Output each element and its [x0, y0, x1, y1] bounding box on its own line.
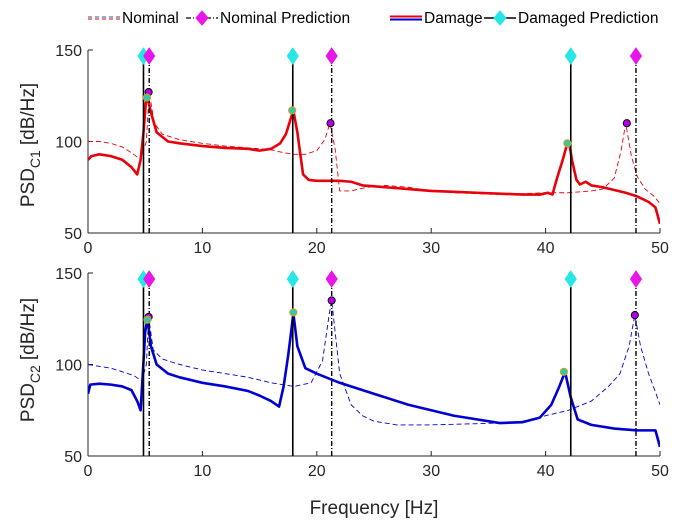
top-plot-area	[88, 91, 660, 225]
top-panel: 0 10 20 30 40 50 50 100 150	[55, 43, 669, 257]
top-damaged-prediction-marker-1	[286, 47, 299, 65]
top-nominal-prediction-marker-0	[143, 47, 156, 65]
legend: Nominal Nominal Prediction Damage Damage…	[88, 10, 658, 27]
legend-entry-nominal-prediction: Nominal Prediction	[186, 10, 350, 27]
bottom-xtick-label-50: 50	[651, 463, 669, 480]
svg-text:PSDC1[dB/Hz]: PSDC1 [dB/Hz]	[18, 83, 43, 207]
bottom-xtick-label-30: 30	[422, 463, 440, 480]
bottom-ytick-label-50: 50	[64, 449, 82, 466]
svg-text:PSDC2[dB/Hz]: PSDC2 [dB/Hz]	[18, 298, 43, 422]
top-xtick-label-40: 40	[537, 240, 555, 257]
top-xtick-label-30: 30	[422, 240, 440, 257]
top-nominal-prediction-marker-2	[629, 47, 643, 65]
top-damage-peak-2	[563, 139, 572, 148]
top-xtick-label-0: 0	[84, 240, 93, 257]
top-ytick-label-50: 50	[64, 226, 82, 243]
bottom-ylabel-main: PSD	[18, 383, 39, 422]
top-xtick-label-10: 10	[194, 240, 212, 257]
legend-marker-diamond-cyan	[493, 10, 507, 26]
xlabel: Frequency [Hz]	[310, 498, 439, 519]
bottom-damage-peak-2	[559, 367, 569, 376]
bottom-nominal-prediction-marker-0	[143, 270, 156, 288]
bottom-ytick-label-100: 100	[55, 358, 82, 375]
top-series-nominal	[88, 91, 660, 204]
bottom-damage-peak-0	[143, 315, 152, 324]
bottom-ylabel-sub: C2	[27, 365, 43, 383]
top-ylabel-unit: [dB/Hz]	[18, 83, 39, 145]
legend-entry-damage: Damage	[390, 10, 483, 27]
bottom-ylabel-unit: [dB/Hz]	[18, 298, 39, 360]
legend-label-damage: Damage	[424, 10, 483, 27]
bottom-ylabel: PSDC2 [dB/Hz]	[18, 298, 43, 422]
top-nominal-peak-1	[326, 119, 335, 128]
top-damage-peak-1	[288, 106, 297, 115]
bottom-plot-area	[88, 300, 660, 448]
bottom-nominal-peak-2	[630, 311, 639, 320]
bottom-panel: 0 10 20 30 40 50 50 100 150	[55, 266, 669, 480]
bottom-xtick-label-20: 20	[308, 463, 326, 480]
legend-label-nominal-prediction: Nominal Prediction	[220, 10, 350, 27]
bottom-damage-peak-1	[289, 308, 298, 317]
top-ylabel-main: PSD	[18, 168, 39, 207]
top-damage-peak-0	[142, 93, 152, 102]
bottom-series-nominal	[88, 300, 660, 426]
bottom-xtick-label-0: 0	[84, 463, 93, 480]
top-nominal-peak-2	[622, 119, 631, 128]
legend-entry-nominal: Nominal	[88, 10, 179, 27]
bottom-xtick-label-40: 40	[537, 463, 555, 480]
top-xtick-label-50: 50	[651, 240, 669, 257]
bottom-nominal-prediction-marker-1	[325, 270, 338, 288]
top-ytick-label-150: 150	[55, 43, 82, 60]
bottom-nominal-prediction-marker-2	[629, 270, 643, 288]
legend-marker-diamond-magenta	[195, 10, 209, 26]
top-series-damage	[88, 96, 660, 225]
top-nominal-prediction-marker-1	[325, 47, 338, 65]
legend-label-damaged-prediction: Damaged Prediction	[518, 10, 658, 27]
legend-label-nominal: Nominal	[122, 10, 179, 27]
top-xtick-label-20: 20	[308, 240, 326, 257]
bottom-xtick-label-10: 10	[194, 463, 212, 480]
bottom-damaged-prediction-marker-1	[286, 270, 299, 288]
top-damaged-prediction-marker-2	[564, 47, 577, 65]
legend-entry-damaged-prediction: Damaged Prediction	[484, 10, 658, 27]
top-ytick-label-100: 100	[55, 135, 82, 152]
bottom-nominal-peak-1	[327, 296, 336, 305]
top-ylabel: PSDC1 [dB/Hz]	[18, 83, 43, 207]
top-ylabel-sub: C1	[27, 150, 43, 168]
bottom-series-damage	[88, 311, 660, 448]
bottom-damaged-prediction-marker-2	[564, 270, 577, 288]
bottom-ytick-label-150: 150	[55, 266, 82, 283]
